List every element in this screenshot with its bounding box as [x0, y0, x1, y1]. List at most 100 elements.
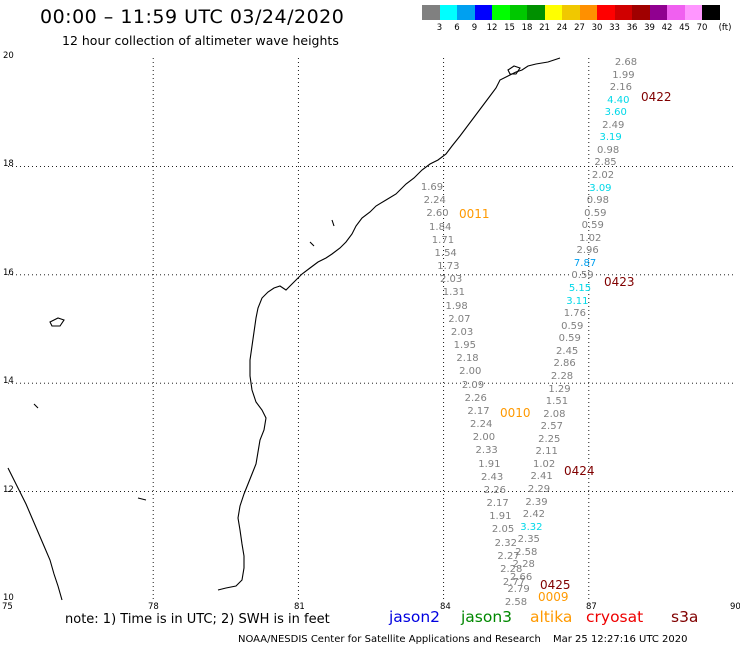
wave-height-value: 0.98	[586, 195, 609, 207]
wave-height-value: 2.11	[535, 446, 558, 458]
wave-height-value: 2.86	[553, 358, 576, 370]
satellite-legend-item: altika	[530, 608, 573, 626]
lon-axis-label: 87	[586, 602, 597, 612]
wave-height-value: 2.00	[459, 366, 482, 378]
wave-height-value: 1.02	[579, 232, 602, 244]
wave-height-value: 2.33	[475, 445, 498, 457]
wave-height-value: 0.59	[584, 207, 607, 219]
legend-label: 39	[644, 23, 655, 33]
wave-height-value: 2.58	[504, 597, 528, 608]
wave-height-value: 1.95	[453, 340, 476, 351]
island-6	[137, 497, 147, 501]
lon-axis-label: 90	[730, 602, 740, 612]
legend-swatch	[667, 5, 685, 20]
wave-height-value: 1.99	[612, 69, 635, 81]
satellite-legend-item: s3a	[671, 608, 699, 626]
wave-height-value: 2.17	[467, 405, 490, 417]
wave-height-value: 2.09	[461, 379, 485, 391]
pass-label: 0424	[564, 464, 595, 478]
legend-swatch	[544, 5, 562, 20]
wave-height-value: 2.32	[494, 537, 517, 549]
wave-height-value: 2.03	[450, 326, 474, 338]
wave-height-value: 2.85	[594, 157, 617, 169]
pass-label: 0425	[540, 578, 571, 592]
legend-label: 70	[696, 23, 708, 33]
wave-height-value: 2.41	[530, 471, 553, 483]
legend-swatch	[702, 5, 720, 20]
wave-height-value: 2.28	[550, 370, 574, 382]
coastline-main	[217, 57, 561, 591]
legend-swatch	[684, 5, 702, 20]
wave-height-value: 2.57	[540, 421, 563, 433]
island-1	[507, 65, 521, 75]
wave-height-value: 2.77	[502, 577, 526, 588]
page-subtitle: 12 hour collection of altimeter wave hei…	[62, 33, 339, 48]
lat-axis-label: 18	[3, 159, 14, 170]
wave-height-value: 1.84	[429, 221, 452, 233]
coastline	[7, 57, 561, 601]
legend-label: (ft)	[718, 23, 732, 33]
wave-height-value: 1.91	[478, 458, 501, 470]
wave-height-value: 2.18	[456, 353, 479, 365]
color-legend-labels: 3 6 9 12 15 18 21 24 27 30 33 36 39 42 45 70 (ft)	[422, 23, 740, 35]
wave-height-value: 2.05	[491, 524, 515, 536]
legend-label: 24	[556, 23, 568, 33]
footer-note: note: 1) Time is in UTC; 2) SWH is in fe…	[65, 612, 330, 627]
legend-label: 3	[436, 23, 443, 33]
wave-height-value: 2.26	[483, 484, 506, 496]
wave-height-value: 0.59	[558, 333, 581, 345]
wave-height-value: 2.43	[480, 471, 504, 483]
wave-height-value: 0.59	[581, 220, 604, 232]
wave-height-value: 2.79	[507, 584, 530, 596]
wave-height-value: 1.91	[489, 511, 512, 523]
wave-height-value: 2.08	[543, 408, 566, 420]
legend-label: 6	[454, 23, 460, 33]
wave-height-value: 5.15	[568, 283, 592, 295]
legend-label: 12	[486, 23, 498, 33]
credit-line: NOAA/NESDIS Center for Satellite Applica…	[238, 634, 541, 645]
lon-axis-label: 75	[2, 602, 13, 612]
wave-height-value: 2.03	[439, 274, 463, 286]
satellite-legend-item: cryosat	[586, 608, 644, 626]
wave-height-value: 2.96	[576, 245, 599, 257]
wave-height-value: 1.54	[434, 247, 457, 259]
wave-height-value: 2.29	[527, 483, 551, 495]
pass-label: 0009	[538, 590, 569, 604]
legend-swatch	[509, 5, 527, 20]
island-4	[309, 241, 315, 247]
legend-label: 33	[609, 23, 620, 33]
wave-height-value: 3.32	[520, 521, 543, 533]
wave-height-value: 0.59	[571, 270, 594, 282]
legend-swatch	[614, 5, 632, 20]
wave-height-value: 2.28	[500, 563, 523, 575]
page-title: 00:00 – 11:59 UTC 03/24/2020	[40, 6, 345, 28]
wave-height-value: 2.49	[602, 119, 625, 131]
legend-label: 18	[521, 23, 533, 33]
lat-axis-label: 10	[3, 593, 14, 603]
island-2	[49, 317, 65, 327]
color-legend-bar	[422, 5, 720, 20]
wave-height-value: 1.76	[563, 308, 586, 320]
wave-height-value: 1.31	[442, 287, 465, 299]
wave-height-value: 2.02	[591, 170, 615, 182]
island-3	[331, 219, 335, 227]
wave-height-value: 3.11	[566, 295, 589, 307]
pass-label: 0423	[604, 275, 635, 289]
lat-axis-label: 12	[3, 484, 14, 495]
lat-axis-label: 16	[3, 267, 14, 278]
satellite-legend-item: jason2	[389, 608, 441, 626]
coastline-west	[7, 467, 63, 601]
wave-height-value: 1.29	[548, 383, 571, 395]
wave-height-value: 2.60	[426, 208, 449, 220]
pass-label: 0010	[500, 406, 531, 420]
legend-swatch	[649, 5, 667, 20]
wave-height-value: 1.51	[545, 396, 569, 408]
lon-axis-label: 84	[440, 602, 451, 612]
lon-axis-label: 78	[148, 602, 159, 612]
legend-swatch	[457, 5, 475, 20]
wave-height-value: 1.69	[420, 182, 444, 193]
legend-label: 36	[626, 23, 638, 33]
wave-height-value: 3.19	[599, 132, 622, 144]
legend-swatch	[439, 5, 457, 20]
legend-swatch	[632, 5, 650, 20]
